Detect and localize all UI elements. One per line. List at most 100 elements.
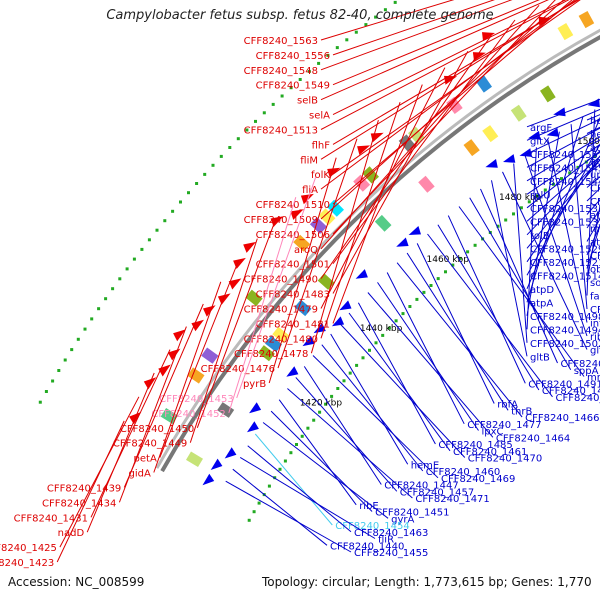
gc-skew-dot: [271, 102, 275, 106]
gene-label: CFF8240_1451: [375, 508, 449, 519]
label-leader-line: [228, 197, 297, 414]
gc-skew-dot: [257, 501, 261, 505]
label-leader-line: [386, 272, 465, 425]
label-leader-line: [277, 138, 358, 369]
label-leader-line: [406, 252, 509, 411]
gene-block: [201, 347, 219, 364]
gene-label: gltB: [530, 352, 550, 363]
gene-label: CFF8240_1489: [561, 359, 600, 370]
forward-gene-arrow: [546, 127, 559, 137]
forward-gene-arrow: [249, 402, 262, 414]
gene-block: [160, 408, 178, 424]
gene-block: [294, 299, 312, 317]
gc-skew-dot: [171, 209, 175, 213]
label-leader-line: [153, 281, 222, 473]
gene-label: CFF8240_1556: [256, 51, 330, 62]
gene-label: CFF8240_1447: [384, 481, 458, 492]
gene-label: fliR: [378, 535, 394, 546]
label-leader-line: [377, 282, 479, 431]
gc-skew-dot: [147, 238, 151, 242]
gene-label: hemN: [590, 130, 600, 141]
gc-skew-dot: [393, 0, 397, 4]
gene-label: CFF8240_1557: [530, 150, 600, 161]
label-leader-line: [526, 127, 600, 168]
gc-skew-dot: [381, 333, 385, 337]
gene-block: [265, 335, 282, 353]
label-leader-line: [159, 259, 240, 458]
gc-skew-dot: [63, 358, 67, 362]
gc-skew-dot: [195, 182, 199, 185]
gc-skew-dot: [289, 451, 293, 455]
gene-block: [540, 85, 556, 103]
label-leader-line: [254, 433, 333, 526]
label-leader-line: [312, 355, 439, 479]
label-leader-line: [320, 67, 446, 309]
reverse-gene-arrow: [217, 293, 231, 305]
forward-gene-arrow: [313, 322, 326, 334]
gc-skew-dot: [318, 410, 322, 414]
gene-label: CFF8240_1531: [530, 204, 600, 215]
gene-label: CFF8240_1548: [244, 66, 318, 77]
label-leader-line: [526, 150, 600, 209]
gene-label: tolB: [530, 231, 550, 242]
gene-label: CFF8240_1463: [354, 528, 428, 539]
gene-label: CFF8240_1434: [42, 498, 116, 509]
gene-block: [326, 199, 344, 217]
label-leader-line: [320, 0, 578, 160]
label-leader-line: [526, 131, 560, 316]
label-leader-line: [332, 19, 516, 264]
gc-skew-dot: [125, 267, 129, 271]
gene-label: mnmA: [587, 373, 600, 384]
gc-skew-dot: [247, 518, 251, 522]
gc-skew-dot: [383, 8, 387, 12]
gc-skew-dot: [354, 30, 358, 34]
gc-skew-dot: [179, 200, 182, 204]
gene-label: rplU: [530, 190, 551, 201]
gc-skew-dot: [295, 443, 298, 446]
gene-label: fliA: [302, 185, 318, 196]
label-leader-line: [303, 366, 382, 485]
gc-skew-dot: [306, 426, 310, 430]
gc-skew-dot: [429, 284, 433, 287]
reverse-gene-arrow: [203, 305, 216, 317]
gene-label: CFF8240_1521: [530, 258, 600, 269]
reverse-gene-arrow: [472, 52, 486, 61]
gene-label: CFF8240_1529: [530, 244, 600, 255]
gene-label: CFF8240_1449: [113, 439, 187, 450]
gene-label: CFF8240_1544: [530, 177, 600, 188]
gc-skew-dot: [387, 326, 391, 330]
gene-label: CFF8240_1563: [244, 36, 318, 47]
forward-gene-arrow: [396, 237, 409, 247]
gene-label: CFF8240_1423: [0, 558, 54, 569]
gene-label: CFF8240_1494: [530, 325, 600, 336]
label-leader-line: [90, 349, 171, 518]
gene-block: [557, 23, 574, 41]
forward-gene-arrow: [355, 269, 368, 279]
ruler-label: 1420 kbp: [300, 398, 343, 408]
label-leader-line: [524, 155, 588, 337]
gene-block: [293, 234, 311, 252]
label-leader-line: [526, 108, 600, 141]
label-leader-line: [268, 157, 337, 384]
label-leader-line: [225, 480, 352, 553]
gc-skew-dot: [512, 212, 515, 216]
ruler-label: 1440 kbp: [360, 324, 403, 334]
gc-skew-dot: [280, 94, 284, 98]
gene-label: CFF8240_1490: [244, 275, 318, 286]
gc-skew-dot: [535, 194, 539, 198]
gc-skew-dot: [90, 317, 94, 321]
gc-skew-dot: [364, 23, 368, 27]
gene-label: CFF8240_1466: [525, 413, 599, 424]
gene-block: [475, 75, 492, 93]
gene-label: atpA: [530, 298, 553, 309]
gc-skew-dot: [342, 379, 346, 383]
gc-skew-dot: [408, 305, 412, 308]
label-leader-line: [458, 206, 585, 377]
label-leader-line: [357, 302, 436, 445]
gc-skew-dot: [401, 312, 405, 316]
label-leader-line: [232, 468, 328, 546]
gc-skew-dot: [326, 53, 330, 57]
label-leader-line: [320, 0, 549, 101]
label-leader-line: [196, 217, 277, 428]
